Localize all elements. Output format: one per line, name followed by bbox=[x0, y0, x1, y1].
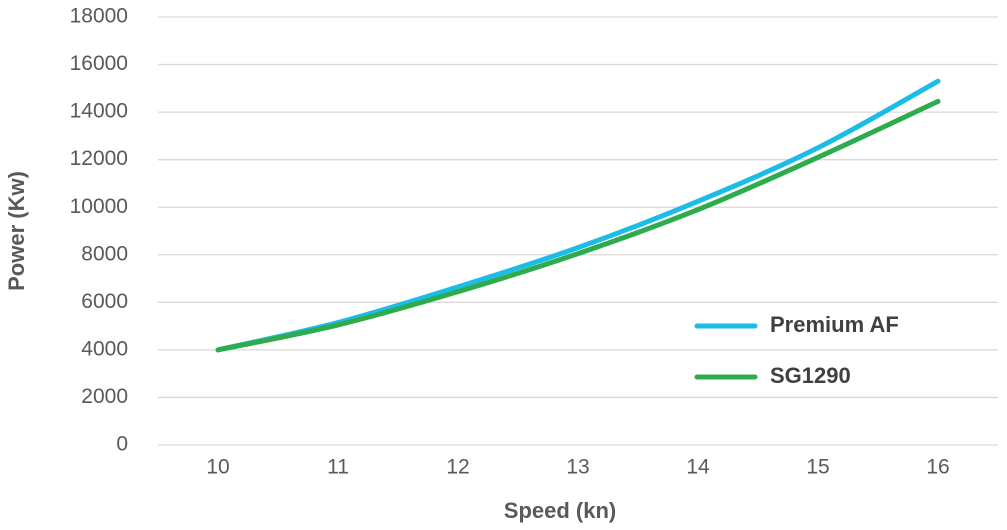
x-tick-label: 11 bbox=[327, 456, 349, 479]
x-tick-label: 10 bbox=[206, 456, 229, 479]
line-series bbox=[215, 78, 941, 353]
x-tick-label: 13 bbox=[566, 456, 589, 479]
legend-label: SG1290 bbox=[770, 363, 851, 388]
y-tick-label: 18000 bbox=[70, 5, 128, 28]
y-tick-label: 14000 bbox=[70, 100, 128, 123]
y-tick-label: 8000 bbox=[81, 242, 128, 265]
y-tick-label: 0 bbox=[116, 433, 128, 456]
line-series bbox=[215, 98, 941, 353]
y-tick-label: 16000 bbox=[70, 52, 128, 75]
x-tick-label: 15 bbox=[806, 456, 829, 479]
x-tick-label: 12 bbox=[446, 456, 469, 479]
legend-label: Premium AF bbox=[770, 312, 899, 337]
x-tick-label: 14 bbox=[686, 456, 710, 479]
y-tick-label: 12000 bbox=[70, 147, 128, 170]
y-tick-label: 2000 bbox=[81, 385, 128, 408]
y-axis-title: Power (Kw) bbox=[4, 171, 29, 291]
x-axis-title: Speed (kn) bbox=[504, 498, 616, 523]
y-tick-label: 6000 bbox=[81, 290, 128, 313]
x-tick-label: 16 bbox=[926, 456, 949, 479]
y-tick-label: 4000 bbox=[81, 337, 128, 360]
y-tick-label: 10000 bbox=[70, 195, 128, 218]
